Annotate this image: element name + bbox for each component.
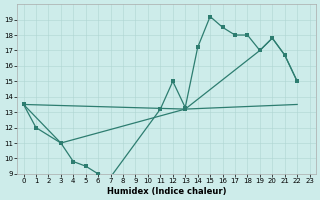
X-axis label: Humidex (Indice chaleur): Humidex (Indice chaleur): [107, 187, 226, 196]
